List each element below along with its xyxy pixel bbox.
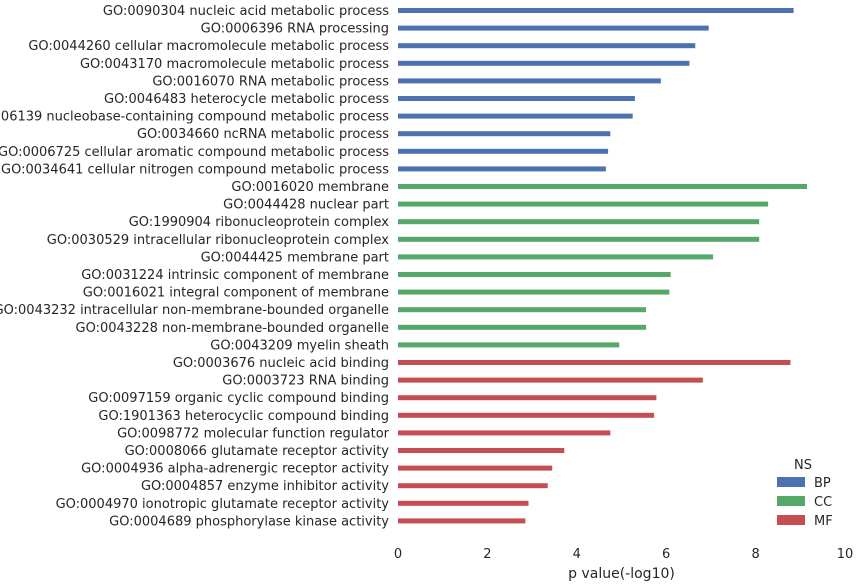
category-label: GO:0004970 ionotropic glutamate receptor… xyxy=(56,497,390,512)
bar-mf xyxy=(398,500,529,506)
legend-label-mf: MF xyxy=(814,514,833,529)
category-label: GO:0016070 RNA metabolic process xyxy=(152,74,389,89)
bar-cc xyxy=(398,342,620,348)
bar-mf xyxy=(398,448,565,453)
category-labels: GO:0090304 nucleic acid metabolic proces… xyxy=(0,4,390,529)
category-label: GO:0098772 molecular function regulator xyxy=(117,426,390,441)
legend: NS BP CC MF xyxy=(777,458,833,529)
x-tick-label: 8 xyxy=(751,547,759,562)
category-label: GO:1990904 ribonucleoprotein complex xyxy=(129,215,390,230)
bar-mf xyxy=(398,377,703,383)
bar-bp xyxy=(398,113,633,119)
bar-cc xyxy=(398,219,760,225)
bar-bp xyxy=(398,60,690,66)
category-label: GO:0044428 nuclear part xyxy=(223,198,389,213)
category-label: GO:1901363 heterocyclic compound binding xyxy=(98,409,389,424)
category-label: GO:0016021 integral component of membran… xyxy=(83,286,389,301)
legend-swatch-mf xyxy=(777,515,805,525)
category-label: GO:0004936 alpha-adrenergic receptor act… xyxy=(81,462,389,477)
bar-bp xyxy=(398,8,794,13)
x-tick-label: 0 xyxy=(394,547,402,562)
bar-mf xyxy=(398,483,548,489)
x-tick-label: 10 xyxy=(837,547,854,562)
category-label: GO:0097159 organic cyclic compound bindi… xyxy=(88,391,389,406)
bar-cc xyxy=(398,307,647,313)
bar-cc xyxy=(398,236,760,242)
bar-bp xyxy=(398,166,606,172)
category-label: GO:0008066 glutamate receptor activity xyxy=(125,444,390,459)
bar-mf xyxy=(398,518,526,524)
bar-mf xyxy=(398,395,657,401)
bars xyxy=(398,8,808,524)
legend-label-bp: BP xyxy=(814,476,831,491)
bar-cc xyxy=(398,184,808,189)
bar-bp xyxy=(398,78,661,84)
category-label: GO:0046483 heterocycle metabolic process xyxy=(104,92,389,107)
legend-swatch-cc xyxy=(777,496,805,506)
category-label: GO:0043209 myelin sheath xyxy=(210,338,389,353)
x-axis: 0 2 4 6 8 10 xyxy=(394,547,853,562)
bar-cc xyxy=(398,254,714,260)
category-label: GO:0043232 intracellular non-membrane-bo… xyxy=(0,303,389,318)
bar-bp xyxy=(398,96,635,101)
bar-cc xyxy=(398,324,647,330)
category-label: GO:0016020 membrane xyxy=(231,180,389,195)
category-label: GO:0034641 cellular nitrogen compound me… xyxy=(1,162,389,177)
bar-bp xyxy=(398,131,611,137)
category-label: GO:0030529 intracellular ribonucleoprote… xyxy=(47,233,390,248)
x-tick-label: 2 xyxy=(483,547,491,562)
legend-title: NS xyxy=(794,458,812,473)
bar-mf xyxy=(398,465,553,471)
bar-cc xyxy=(398,201,769,207)
category-label: GO:0044425 membrane part xyxy=(201,250,389,265)
category-label: GO:0003723 RNA binding xyxy=(222,374,389,389)
bar-bp xyxy=(398,43,696,49)
bar-bp xyxy=(398,148,609,154)
category-label: GO:0006725 cellular aromatic compound me… xyxy=(0,145,389,160)
bar-mf xyxy=(398,430,611,436)
bar-cc xyxy=(398,272,671,277)
x-tick-label: 4 xyxy=(573,547,581,562)
bar-mf xyxy=(398,412,655,418)
legend-label-cc: CC xyxy=(814,495,832,510)
category-label: GO:0006139 nucleobase-containing compoun… xyxy=(0,110,389,125)
category-label: GO:0034660 ncRNA metabolic process xyxy=(137,127,389,142)
bar-cc xyxy=(398,289,670,295)
x-axis-label: p value(-log10) xyxy=(568,566,675,582)
category-label: GO:0090304 nucleic acid metabolic proces… xyxy=(103,4,389,19)
category-label: GO:0043170 macromolecule metabolic proce… xyxy=(80,57,389,72)
category-label: GO:0043228 non-membrane-bounded organell… xyxy=(76,321,390,336)
category-label: GO:0004689 phosphorylase kinase activity xyxy=(109,514,389,529)
category-label: GO:0006396 RNA processing xyxy=(201,22,389,37)
legend-swatch-bp xyxy=(777,477,805,487)
category-label: GO:0003676 nucleic acid binding xyxy=(173,356,389,371)
bar-mf xyxy=(398,360,791,365)
category-label: GO:0004857 enzyme inhibitor activity xyxy=(141,479,389,494)
category-label: GO:0044260 cellular macromolecule metabo… xyxy=(28,39,389,54)
bar-bp xyxy=(398,25,709,31)
x-tick-label: 6 xyxy=(662,547,670,562)
category-label: GO:0031224 intrinsic component of membra… xyxy=(81,268,389,283)
